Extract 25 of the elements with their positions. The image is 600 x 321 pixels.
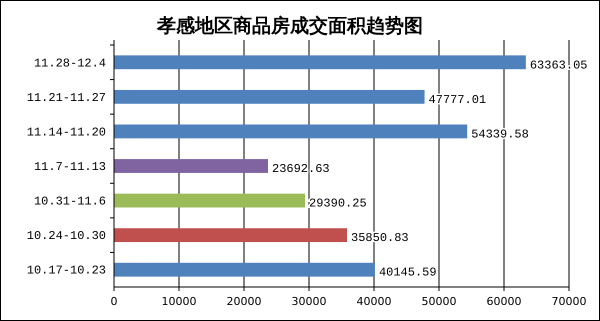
y-tick-label: 11.7-11.13 — [34, 160, 106, 174]
bar — [114, 228, 348, 242]
chart-title: 孝感地区商品房成交面积趋势图 — [156, 15, 423, 37]
x-tick-label: 20000 — [226, 295, 262, 308]
bar — [114, 262, 375, 277]
data-label: 40145.59 — [378, 266, 437, 280]
x-tick-label: 50000 — [422, 295, 456, 308]
x-tick-label: 60000 — [486, 295, 522, 308]
y-tick-label: 10.24-10.30 — [26, 229, 106, 244]
x-tick-label: 30000 — [292, 295, 326, 308]
y-tick-label: 10.31-11.6 — [34, 194, 106, 209]
x-tick-label: 40000 — [356, 295, 392, 308]
x-tick-label: 70000 — [552, 295, 586, 308]
bar — [114, 159, 268, 173]
data-label: 29390.25 — [309, 196, 367, 211]
x-tick-label: 0 — [110, 295, 118, 308]
bar — [114, 55, 526, 70]
bar — [114, 124, 468, 138]
y-tick-label: 11.14-11.20 — [26, 125, 106, 140]
bar — [114, 90, 425, 104]
y-tick-label: 11.28-12.4 — [34, 56, 106, 70]
y-tick-label: 10.17-10.23 — [26, 264, 106, 278]
x-tick-label: 10000 — [162, 295, 196, 308]
y-tick-label: 11.21-11.27 — [26, 90, 106, 105]
bar — [114, 194, 306, 208]
